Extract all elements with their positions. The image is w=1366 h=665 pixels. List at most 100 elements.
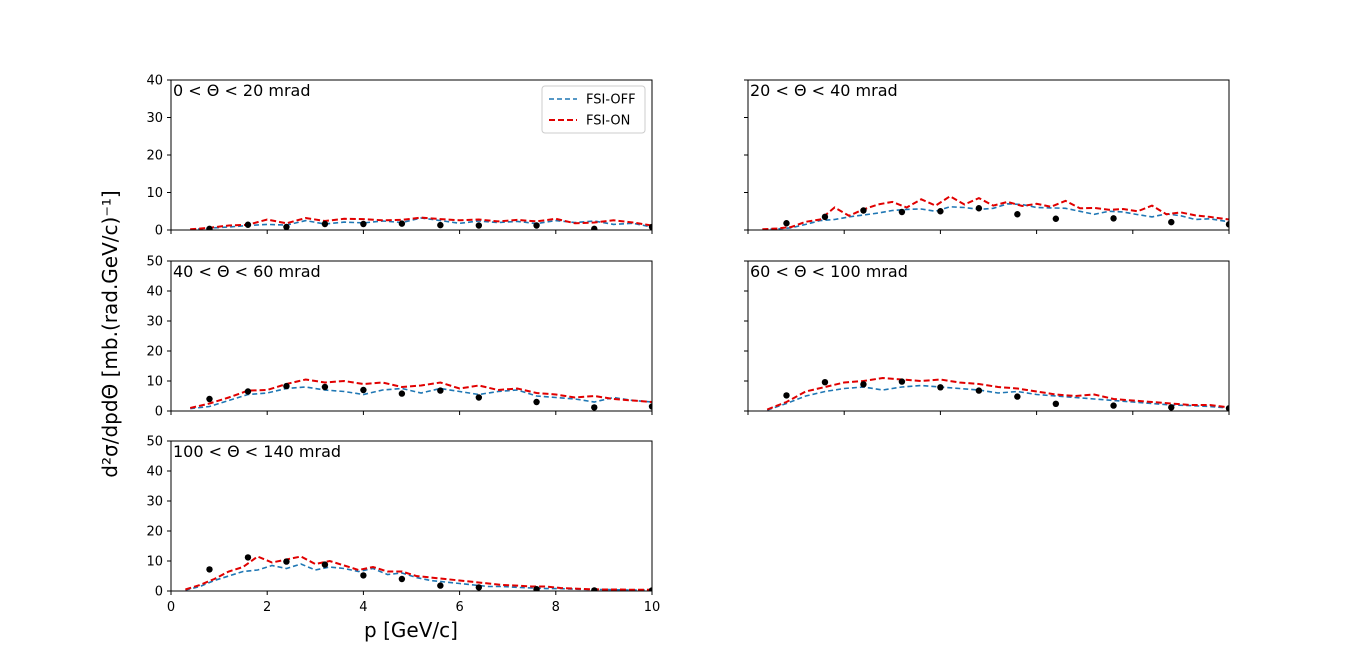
panel-1: 0 10 20 30 40 0 < Θ < 20 mrad FSI-OFF FSI-ON: [146, 74, 653, 239]
y-tick-label: 40: [146, 74, 163, 89]
y-tick-label: 0: [155, 405, 163, 420]
data-point: [648, 403, 652, 410]
fsi-on-line: [190, 216, 652, 230]
y-tick-label: 30: [146, 111, 163, 126]
data-point: [321, 561, 329, 568]
x-tick-label: 8: [552, 600, 560, 615]
data-point: [360, 572, 367, 579]
panel-2: 20 < Θ < 40 mrad: [744, 79, 1230, 234]
data-point: [283, 223, 290, 230]
panel-title: 100 < Θ < 140 mrad: [173, 442, 341, 461]
panel-title: 0 < Θ < 20 mrad: [173, 81, 311, 100]
y-tick-label: 50: [146, 255, 163, 270]
data-point: [437, 221, 444, 229]
panel-frame: [170, 79, 653, 231]
data-point: [783, 392, 790, 399]
data-point: [244, 554, 252, 561]
data-point: [1014, 393, 1021, 400]
data-point: [975, 205, 983, 212]
x-tick-label: 0: [167, 600, 175, 615]
data-point: [475, 222, 483, 229]
panel-5: 0 2 4 6 8 10 0 10 20 30 40 50 100 < Θ < 140 mrad: [146, 435, 660, 616]
y-tick-label: 20: [146, 149, 163, 164]
data-point: [398, 390, 406, 397]
data-point: [398, 575, 406, 583]
data-point: [244, 221, 252, 228]
data-point: [821, 379, 829, 386]
fsi-on-line: [766, 376, 1229, 411]
data-point: [1168, 404, 1175, 411]
data-point: [591, 225, 598, 230]
data-point: [533, 586, 540, 591]
data-point: [937, 384, 944, 391]
panel-frame: [747, 79, 1230, 231]
y-tick-label: 10: [146, 375, 163, 390]
data-point: [206, 395, 213, 403]
y-axis-label: d²σ/dpdΘ [mb.(rad.GeV/c)⁻¹]: [98, 190, 122, 477]
x-tick-label: 6: [455, 600, 463, 615]
y-tick-label: 30: [146, 315, 163, 330]
y-tick-label: 40: [146, 285, 163, 300]
data-point: [475, 584, 483, 591]
y-tick-label: 0: [155, 585, 163, 600]
data-point: [1052, 215, 1060, 222]
data-point: [937, 208, 944, 215]
y-tick-label: 20: [146, 345, 163, 360]
plot-area: [185, 554, 652, 591]
data-point: [244, 388, 252, 395]
data-point: [898, 208, 906, 216]
data-point: [283, 558, 290, 565]
x-tick-label: 2: [263, 600, 271, 615]
y-tick-label: 10: [146, 555, 163, 570]
x-tick-label: 4: [359, 600, 367, 615]
fsi-on-line: [762, 195, 1229, 230]
panel-title: 60 < Θ < 100 mrad: [750, 262, 908, 281]
fsi-off-line: [190, 386, 652, 410]
plot-area: [190, 216, 652, 230]
data-point: [860, 381, 867, 388]
panel-frame: [170, 260, 653, 412]
panel-title: 40 < Θ < 60 mrad: [173, 262, 321, 281]
panel-frame: [747, 260, 1230, 412]
data-point: [648, 587, 652, 591]
data-point: [283, 382, 290, 390]
data-point: [437, 387, 444, 394]
data-point: [821, 213, 829, 221]
data-point: [783, 220, 790, 227]
y-tick-label: 40: [146, 465, 163, 480]
panel-3: 0 10 20 30 40 50 40 < Θ < 60 mrad: [146, 255, 653, 420]
y-tick-label: 30: [146, 495, 163, 510]
data-point: [1110, 402, 1117, 409]
y-tick-label: 50: [146, 435, 163, 450]
data-point: [437, 582, 444, 589]
data-point: [533, 398, 540, 406]
data-point: [898, 378, 906, 385]
y-tick-label: 10: [146, 186, 163, 201]
data-point: [321, 383, 329, 391]
data-point: [360, 386, 367, 394]
data-point: [591, 404, 598, 411]
data-point: [360, 220, 367, 228]
legend-entry: FSI-ON: [586, 114, 630, 129]
x-axis-label: p [GeV/c]: [364, 618, 458, 642]
data-point: [648, 223, 652, 230]
legend-box: [541, 85, 646, 134]
data-point: [206, 566, 213, 573]
plot-area: [766, 376, 1229, 411]
data-point: [1110, 215, 1117, 222]
fsi-on-line: [185, 555, 652, 591]
fsi-off-line: [762, 202, 1229, 230]
data-point: [475, 394, 483, 401]
data-point: [860, 207, 867, 214]
data-point: [1052, 400, 1060, 407]
plot-area: [189, 378, 652, 411]
data-point: [533, 222, 540, 229]
panel-title: 20 < Θ < 40 mrad: [750, 81, 898, 100]
data-point: [1225, 405, 1229, 411]
data-point: [206, 225, 213, 230]
panel-4: 60 < Θ < 100 mrad: [744, 260, 1230, 415]
fsi-off-line: [766, 384, 1229, 411]
data-point: [321, 220, 329, 228]
